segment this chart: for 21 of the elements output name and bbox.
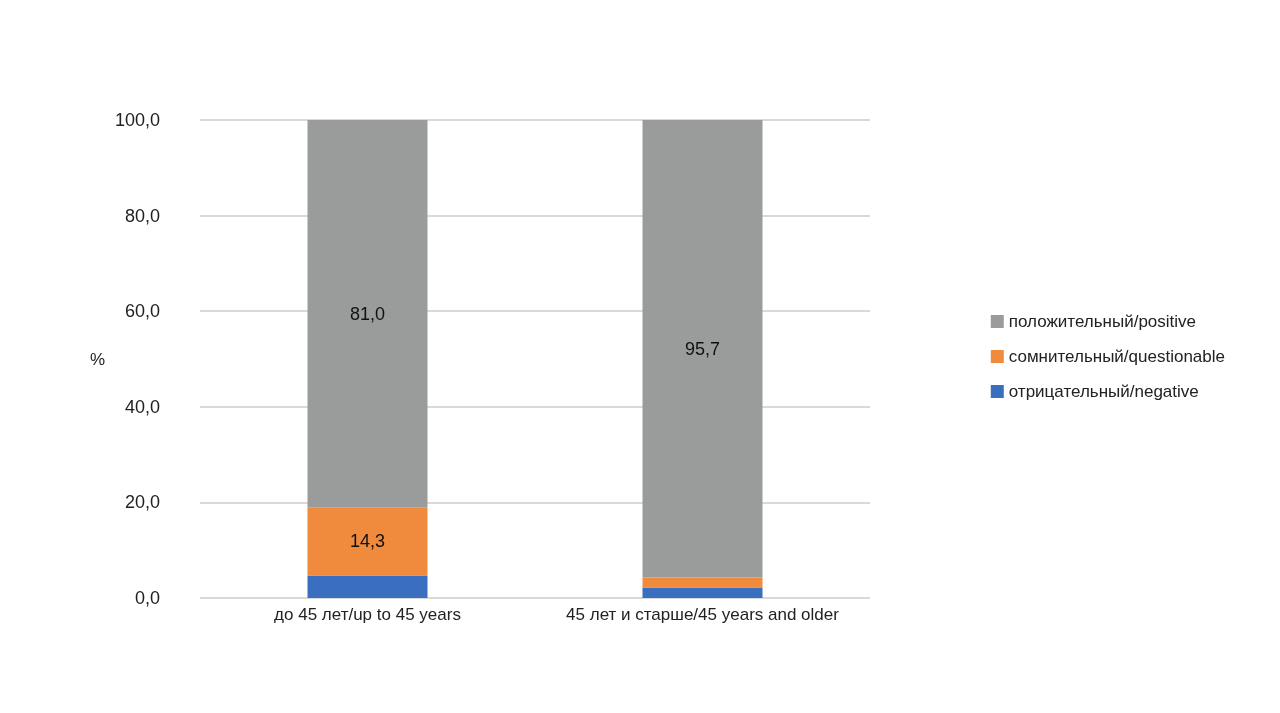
- data-label: 81,0: [349, 303, 386, 324]
- x-tick-label: до 45 лет/up to 45 years: [274, 605, 461, 624]
- y-tick-label: 20,0: [124, 492, 160, 513]
- legend-label: сомнительный/questionable: [1008, 347, 1225, 366]
- data-label: 95,7: [684, 338, 721, 359]
- data-label: 14,3: [349, 531, 386, 552]
- bar: [642, 120, 763, 578]
- x-tick-label: 45 лет и старше/45 years and older: [566, 605, 840, 624]
- y-tick-label: 100,0: [114, 110, 160, 130]
- y-tick-label: 0,0: [134, 588, 160, 608]
- bar: [307, 120, 428, 508]
- legend-label: положительный/positive: [1008, 312, 1197, 331]
- y-axis-title: %: [89, 349, 105, 369]
- bar: [642, 587, 763, 598]
- bar: [307, 507, 428, 576]
- bar: [307, 575, 428, 598]
- legend-label: отрицательный/negative: [1008, 382, 1199, 401]
- bar: [642, 577, 763, 588]
- y-tick-label: 80,0: [124, 205, 160, 226]
- y-tick-label: 40,0: [124, 396, 160, 417]
- y-tick-label: 60,0: [124, 301, 160, 322]
